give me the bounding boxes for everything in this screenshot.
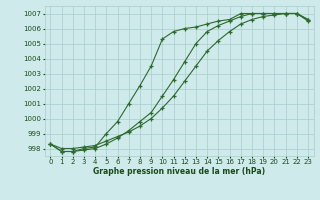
X-axis label: Graphe pression niveau de la mer (hPa): Graphe pression niveau de la mer (hPa) <box>93 167 265 176</box>
